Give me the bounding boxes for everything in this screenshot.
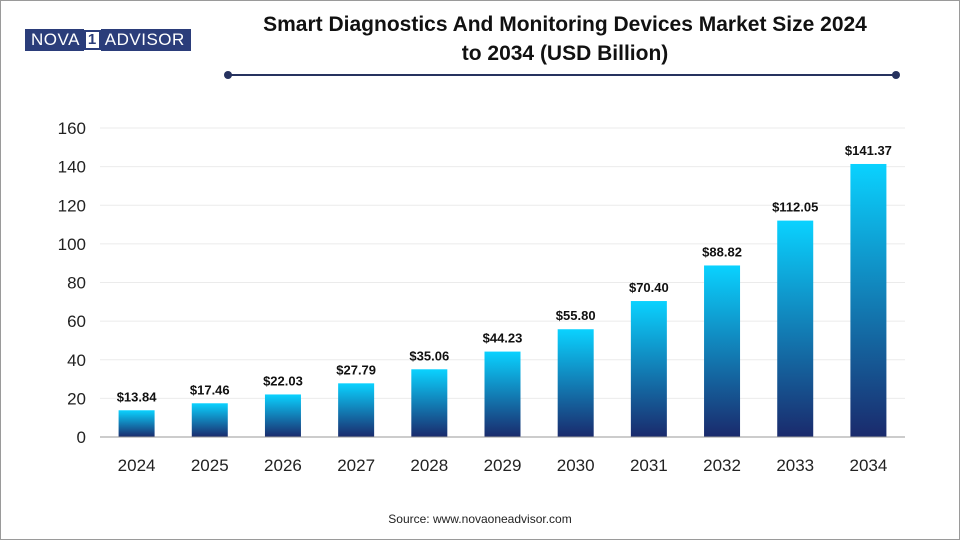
logo-text-nova: NOVA <box>25 29 84 51</box>
data-labels: $13.84 $17.46 $22.03 $27.79 $35.06 $44.23 $55.… <box>117 143 892 404</box>
x-tick-label-2029: 2029 <box>484 456 522 475</box>
data-label-2033: $112.05 <box>772 200 818 215</box>
data-label-2028: $35.06 <box>409 348 449 363</box>
title-underline-right-dot <box>892 71 900 79</box>
source-note: Source: www.novaoneadvisor.com <box>388 512 572 526</box>
x-tick-label-2034: 2034 <box>849 456 887 475</box>
bar-2024 <box>118 410 155 437</box>
logo-text-one: 1 <box>83 30 101 50</box>
x-tick-label-2030: 2030 <box>557 456 595 475</box>
bar-2031 <box>630 301 667 437</box>
y-tick-label: 140 <box>58 158 86 177</box>
data-label-2032: $88.82 <box>702 244 742 259</box>
bar-2034 <box>850 163 887 437</box>
bar-2027 <box>338 383 375 437</box>
bar-2026 <box>264 394 301 437</box>
data-label-2024: $13.84 <box>117 389 158 404</box>
x-tick-label-2024: 2024 <box>118 456 156 475</box>
x-tick-label-2026: 2026 <box>264 456 302 475</box>
logo-text-advisor: ADVISOR <box>100 29 191 51</box>
data-label-2031: $70.40 <box>629 280 669 295</box>
chart-title: Smart Diagnostics And Monitoring Devices… <box>210 10 920 68</box>
bar-2032 <box>704 265 741 437</box>
data-label-2025: $17.46 <box>190 382 230 397</box>
y-tick-label: 80 <box>67 274 86 293</box>
bar-2028 <box>411 369 448 437</box>
y-tick-label: 100 <box>58 235 86 254</box>
x-tick-label-2028: 2028 <box>410 456 448 475</box>
bar-2025 <box>191 403 228 437</box>
data-label-2034: $141.37 <box>845 143 892 158</box>
y-tick-label: 40 <box>67 351 86 370</box>
bars <box>118 163 887 437</box>
y-axis-ticks: 0 20 40 60 80 100 120 140 160 <box>58 119 86 447</box>
bar-2033 <box>777 220 814 437</box>
y-tick-label: 120 <box>58 196 86 215</box>
x-tick-label-2033: 2033 <box>776 456 814 475</box>
x-tick-label-2027: 2027 <box>337 456 375 475</box>
data-label-2030: $55.80 <box>556 308 596 323</box>
data-label-2027: $27.79 <box>336 362 376 377</box>
title-underline-left-dot <box>224 71 232 79</box>
x-axis-ticks: 2024 2025 2026 2027 2028 2029 2030 2031 2032 2033… <box>118 456 888 475</box>
x-tick-label-2025: 2025 <box>191 456 229 475</box>
bar-2029 <box>484 351 521 437</box>
y-tick-label: 60 <box>67 312 86 331</box>
brand-logo: NOVA 1 ADVISOR <box>25 29 191 51</box>
data-label-2026: $22.03 <box>263 373 303 388</box>
y-tick-label: 160 <box>58 119 86 138</box>
chart-title-line-1: Smart Diagnostics And Monitoring Devices… <box>263 13 867 36</box>
y-tick-label: 0 <box>77 428 86 447</box>
title-underline <box>224 71 900 79</box>
y-tick-label: 20 <box>67 389 86 408</box>
x-tick-label-2031: 2031 <box>630 456 668 475</box>
data-label-2029: $44.23 <box>483 331 523 346</box>
bar-2030 <box>557 329 594 437</box>
chart-title-line-2: to 2034 (USD Billion) <box>461 42 669 65</box>
x-tick-label-2032: 2032 <box>703 456 741 475</box>
